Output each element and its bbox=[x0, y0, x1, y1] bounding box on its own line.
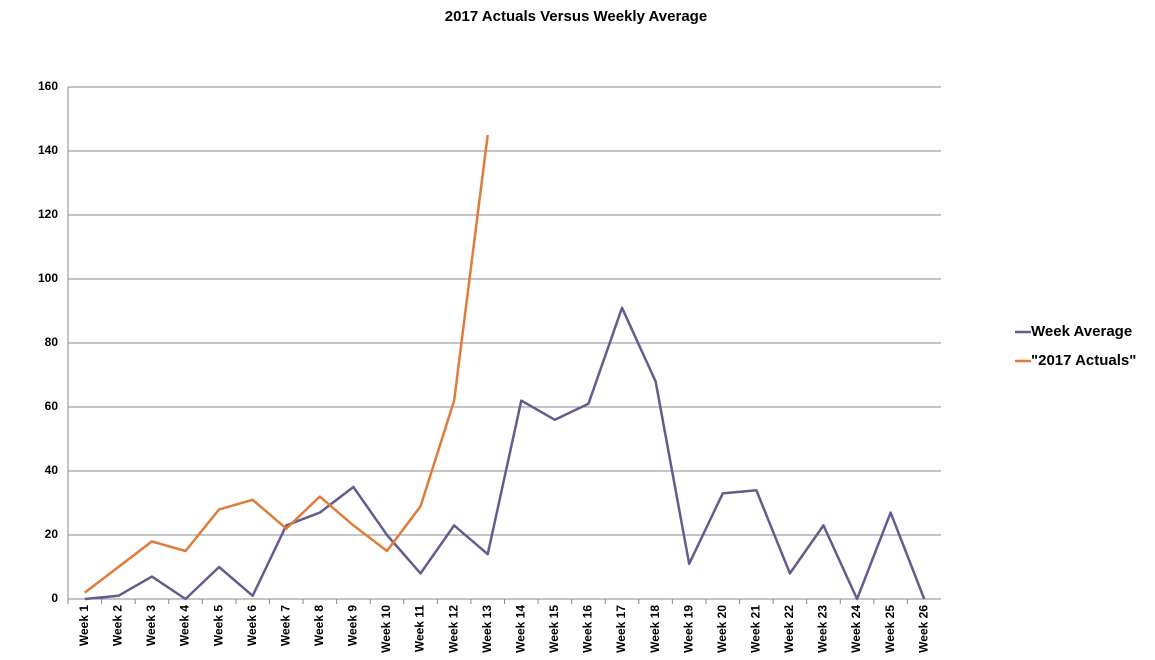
x-tick-label: Week 5 bbox=[211, 605, 225, 646]
x-tick-label: Week 10 bbox=[379, 605, 393, 653]
x-tick-label: Week 12 bbox=[446, 605, 460, 653]
series-line bbox=[84, 134, 489, 594]
x-tick-label: Week 17 bbox=[614, 605, 628, 653]
x-tick-label: Week 4 bbox=[178, 605, 192, 646]
x-tick-label: Week 8 bbox=[312, 605, 326, 646]
x-tick-label: Week 9 bbox=[346, 605, 360, 646]
x-tick-label: Week 11 bbox=[413, 605, 427, 652]
x-tick-label: Week 13 bbox=[480, 605, 494, 653]
y-tick-label: 100 bbox=[38, 271, 58, 285]
y-tick-label: 80 bbox=[45, 335, 59, 349]
legend-label: Week Average bbox=[1031, 323, 1132, 340]
y-tick-label: 20 bbox=[45, 527, 59, 541]
x-tick-label: Week 23 bbox=[816, 605, 830, 653]
x-tick-label: Week 16 bbox=[581, 605, 595, 653]
series-line bbox=[84, 306, 926, 601]
x-tick-label: Week 19 bbox=[681, 605, 695, 653]
x-tick-label: Week 26 bbox=[916, 605, 930, 653]
y-tick-label: 60 bbox=[45, 399, 59, 413]
x-tick-label: Week 20 bbox=[715, 605, 729, 653]
y-tick-label: 0 bbox=[51, 591, 58, 605]
y-tick-label: 120 bbox=[38, 207, 58, 221]
x-tick-label: Week 3 bbox=[144, 605, 158, 646]
x-tick-label: Week 15 bbox=[547, 605, 561, 653]
chart-title: 2017 Actuals Versus Weekly Average bbox=[445, 8, 707, 25]
x-tick-label: Week 24 bbox=[849, 605, 863, 653]
y-tick-label: 40 bbox=[45, 463, 59, 477]
x-tick-label: Week 1 bbox=[77, 605, 91, 646]
x-tick-label: Week 7 bbox=[278, 605, 292, 646]
legend-label: "2017 Actuals" bbox=[1031, 352, 1136, 369]
y-tick-label: 140 bbox=[38, 143, 58, 157]
x-tick-label: Week 14 bbox=[513, 605, 527, 653]
x-tick-label: Week 25 bbox=[883, 605, 897, 653]
x-tick-label: Week 6 bbox=[245, 605, 259, 646]
x-tick-label: Week 18 bbox=[648, 605, 662, 653]
x-tick-label: Week 21 bbox=[748, 605, 762, 653]
y-tick-label: 160 bbox=[38, 79, 58, 93]
x-tick-label: Week 2 bbox=[111, 605, 125, 646]
x-tick-label: Week 22 bbox=[782, 605, 796, 653]
